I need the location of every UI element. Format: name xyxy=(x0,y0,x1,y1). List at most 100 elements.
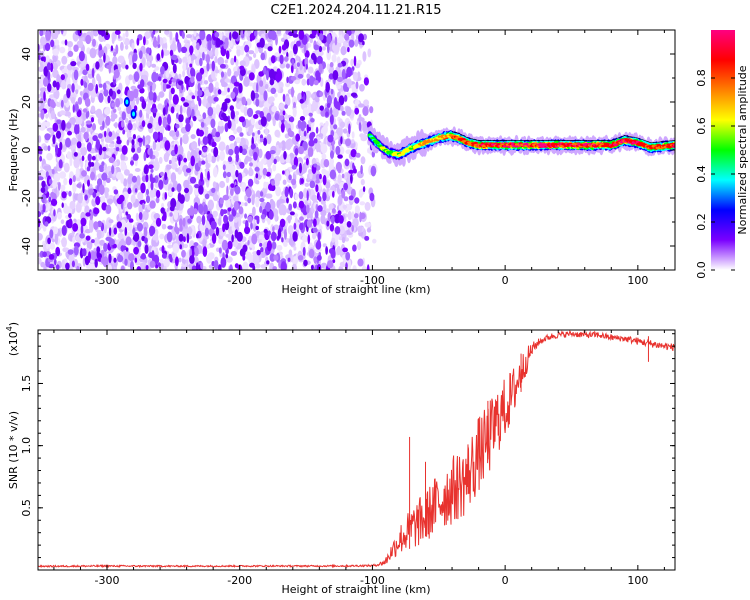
noise-speck xyxy=(315,97,320,103)
noise-speck xyxy=(212,166,218,178)
noise-blob xyxy=(72,175,76,183)
noise-speck xyxy=(117,232,124,240)
noise-blob xyxy=(87,153,92,162)
noise-speck xyxy=(169,130,176,137)
noise-blob xyxy=(348,39,355,48)
noise-blob xyxy=(299,162,302,174)
noise-blob xyxy=(73,152,78,157)
noise-blob xyxy=(318,63,323,74)
noise-blob xyxy=(175,123,180,129)
noise-blob xyxy=(223,214,229,224)
noise-blob xyxy=(179,218,183,228)
noise-blob xyxy=(99,49,105,56)
noise-blob xyxy=(110,45,114,52)
noise-blob xyxy=(182,236,186,243)
noise-blob xyxy=(108,88,113,97)
noise-blob xyxy=(82,248,87,257)
noise-speck xyxy=(154,143,162,151)
noise-speck xyxy=(339,121,346,128)
noise-speck xyxy=(63,177,68,186)
noise-blob xyxy=(85,212,91,217)
noise-blob xyxy=(291,164,297,170)
noise-blob xyxy=(285,63,290,69)
noise-blob xyxy=(137,240,142,248)
noise-blob xyxy=(289,116,295,123)
noise-speck xyxy=(318,133,324,138)
noise-speck xyxy=(69,235,73,242)
noise-blob xyxy=(151,71,158,83)
noise-blob xyxy=(55,264,60,270)
noise-blob xyxy=(306,219,313,228)
noise-blob xyxy=(44,133,51,141)
noise-speck xyxy=(224,59,228,64)
noise-blob xyxy=(115,98,121,108)
noise-blob xyxy=(335,161,342,172)
noise-blob xyxy=(245,188,252,198)
noise-speck xyxy=(70,96,76,104)
noise-blob xyxy=(177,42,182,53)
noise-blob xyxy=(55,130,62,139)
noise-speck xyxy=(83,75,88,82)
noise-blob xyxy=(297,73,304,79)
noise-blob xyxy=(131,147,136,153)
noise-speck xyxy=(340,105,344,112)
noise-blob xyxy=(211,233,217,244)
noise-blob xyxy=(51,168,55,175)
noise-blob xyxy=(273,254,279,261)
noise-blob xyxy=(265,70,269,81)
noise-blob xyxy=(151,250,155,262)
noise-speck xyxy=(158,156,163,164)
noise-speck xyxy=(263,181,267,189)
noise-speck xyxy=(275,186,281,197)
noise-blob xyxy=(271,241,277,250)
noise-blob xyxy=(145,188,150,196)
noise-speck xyxy=(217,123,224,134)
noise-speck xyxy=(152,160,160,172)
noise-speck xyxy=(235,212,240,218)
noise-speck xyxy=(69,155,73,167)
noise-speck xyxy=(207,199,214,211)
noise-blob xyxy=(74,103,79,112)
noise-blob xyxy=(278,45,282,54)
noise-blob xyxy=(244,226,251,235)
noise-blob xyxy=(296,62,301,67)
noise-blob xyxy=(72,223,79,232)
noise-speck xyxy=(321,153,327,160)
noise-speck xyxy=(221,82,228,88)
noise-blob xyxy=(72,104,76,113)
noise-blob xyxy=(78,50,85,62)
noise-blob xyxy=(87,110,90,118)
noise-blob xyxy=(288,203,293,211)
noise-blob xyxy=(183,157,188,163)
noise-speck xyxy=(163,265,167,270)
noise-blob xyxy=(81,155,85,162)
noise-speck xyxy=(103,107,111,116)
noise-blob xyxy=(145,195,151,204)
noise-speck xyxy=(318,225,323,231)
noise-speck xyxy=(272,164,277,172)
noise-blob xyxy=(230,251,237,256)
noise-speck xyxy=(217,56,225,66)
noise-speck xyxy=(288,249,293,256)
noise-speck xyxy=(53,39,60,46)
noise-blob xyxy=(263,90,268,101)
noise-blob xyxy=(263,228,268,234)
noise-speck xyxy=(57,211,62,220)
noise-blob xyxy=(58,159,63,169)
noise-speck xyxy=(265,193,273,199)
noise-speck xyxy=(79,63,85,68)
noise-blob xyxy=(45,30,51,41)
noise-blob xyxy=(142,98,145,106)
noise-blob xyxy=(211,141,217,148)
noise-blob xyxy=(41,180,46,188)
noise-speck xyxy=(364,201,371,211)
noise-blob xyxy=(71,83,75,93)
noise-blob xyxy=(344,33,350,41)
noise-blob xyxy=(252,132,255,137)
noise-blob xyxy=(267,230,271,236)
noise-blob xyxy=(230,109,235,120)
noise-blob xyxy=(281,44,287,51)
noise-blob xyxy=(170,106,175,114)
noise-blob xyxy=(80,217,87,227)
noise-speck xyxy=(176,104,180,114)
